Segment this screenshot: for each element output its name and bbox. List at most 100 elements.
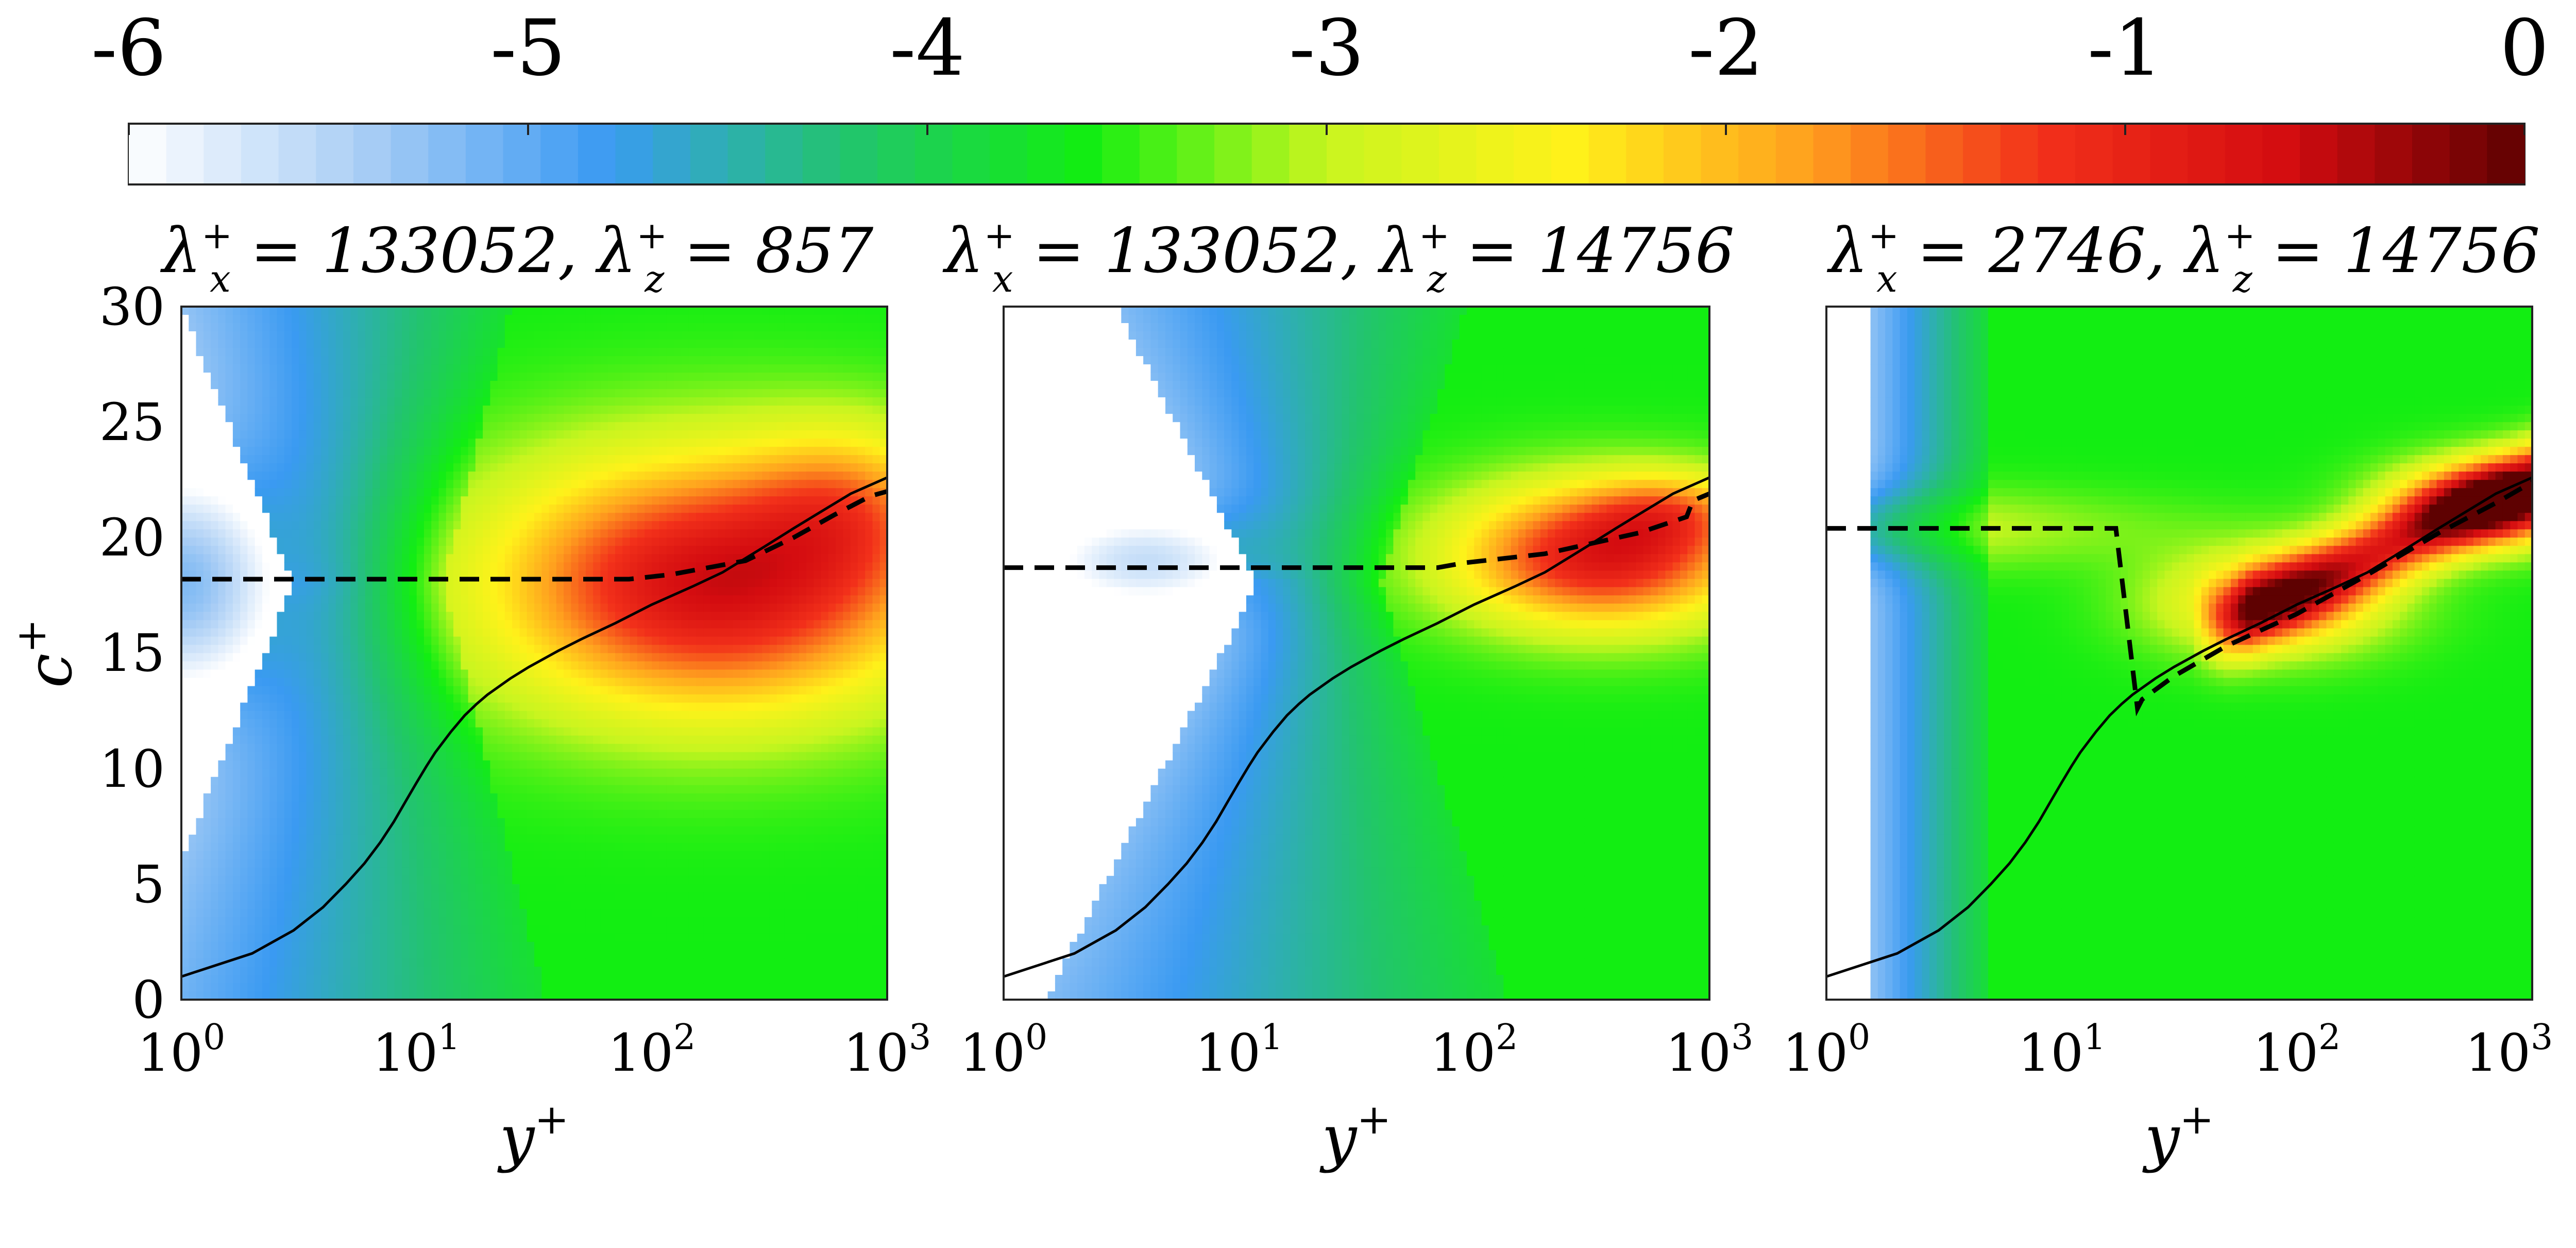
heatmap-cell [380, 892, 388, 901]
heatmap-cell [262, 760, 270, 769]
heatmap-cell [211, 554, 219, 563]
heatmap-cell [534, 719, 543, 728]
heatmap-cell [247, 406, 256, 414]
heatmap-cell [262, 925, 270, 934]
heatmap-cell [335, 389, 344, 398]
heatmap-cell [211, 925, 219, 934]
heatmap-cell [350, 975, 359, 984]
heatmap-cell [504, 851, 513, 860]
heatmap-cell [211, 826, 219, 835]
heatmap-cell [490, 406, 498, 414]
heatmap-cell [328, 933, 336, 942]
heatmap-cell [321, 884, 329, 893]
heatmap-cell [321, 430, 329, 439]
heatmap-cell [211, 727, 219, 736]
heatmap-cell [490, 612, 498, 621]
heatmap-cell [196, 694, 204, 703]
heatmap-cell [453, 694, 462, 703]
heatmap-cell [313, 727, 321, 736]
heatmap-cell [534, 900, 543, 909]
heatmap-cell [423, 826, 432, 835]
heatmap-cell [292, 348, 300, 357]
heatmap-cell [313, 307, 321, 315]
heatmap-cell [372, 389, 381, 398]
heatmap-cell [504, 744, 513, 753]
heatmap-cell [387, 842, 395, 852]
heatmap-cell [490, 851, 498, 860]
heatmap-cell [343, 834, 351, 844]
heatmap-cell [299, 735, 307, 745]
heatmap-cell [358, 793, 366, 802]
heatmap-cell [269, 900, 278, 909]
heatmap-cell [446, 711, 454, 720]
heatmap-cell [262, 900, 270, 909]
heatmap-cell [218, 917, 226, 926]
heatmap-cell [181, 620, 190, 629]
heatmap-cell [394, 504, 402, 514]
heatmap-cell [218, 752, 226, 761]
heatmap-cell [343, 694, 351, 703]
heatmap-cell [181, 653, 190, 662]
heatmap-cell [527, 884, 535, 893]
heatmap-cell [468, 867, 476, 876]
heatmap-cell [350, 925, 359, 934]
heatmap-cell [232, 364, 241, 373]
heatmap-cell [394, 430, 402, 439]
heatmap-cell [571, 975, 579, 984]
heatmap-cell [519, 463, 528, 472]
heatmap-cell [607, 579, 616, 588]
heatmap-cell [541, 546, 550, 555]
heatmap-cell [211, 967, 219, 975]
heatmap-cell [504, 719, 513, 728]
heatmap-cell [313, 859, 321, 868]
heatmap-cell [461, 620, 469, 629]
heatmap-cell [277, 546, 285, 555]
heatmap-cell [504, 439, 513, 447]
heatmap-cell [504, 323, 513, 332]
heatmap-cell [313, 801, 321, 811]
heatmap-cell [269, 323, 278, 332]
heatmap-cell [196, 793, 204, 802]
heatmap-cell [607, 406, 616, 414]
heatmap-cell [541, 373, 550, 381]
heatmap-cell [284, 447, 292, 456]
heatmap-cell [402, 414, 410, 423]
heatmap-cell [225, 455, 233, 464]
heatmap-cell [556, 653, 564, 662]
heatmap-cell [394, 941, 402, 951]
heatmap-cell [262, 422, 270, 431]
heatmap-cell [475, 422, 483, 431]
heatmap-cell [402, 562, 410, 571]
heatmap-cell [387, 669, 395, 679]
heatmap-cell [394, 933, 402, 942]
heatmap-cell [394, 925, 402, 934]
heatmap-cell [350, 430, 359, 439]
heatmap-cell [571, 983, 579, 992]
heatmap-cell [203, 727, 211, 736]
heatmap-cell [277, 818, 285, 827]
heatmap-cell [365, 307, 373, 315]
heatmap-cell [225, 356, 233, 365]
heatmap-cell [483, 356, 491, 365]
heatmap-cell [335, 826, 344, 835]
heatmap-cell [211, 447, 219, 456]
heatmap-cell [519, 323, 528, 332]
heatmap-cell [438, 785, 447, 794]
heatmap-cell [277, 991, 285, 1000]
heatmap-cell [380, 595, 388, 604]
heatmap-cell [416, 752, 425, 761]
heatmap-cell [262, 364, 270, 373]
heatmap-cell [578, 488, 586, 497]
colorbar-segment [391, 125, 429, 183]
heatmap-cell [423, 941, 432, 951]
heatmap-cell [328, 727, 336, 736]
heatmap-cell [387, 702, 395, 712]
heatmap-cell [416, 925, 425, 934]
heatmap-cell [380, 529, 388, 538]
heatmap-cell [203, 694, 211, 703]
heatmap-cell [343, 373, 351, 381]
heatmap-cell [284, 628, 292, 637]
heatmap-cell [240, 455, 248, 464]
heatmap-cell [262, 653, 270, 662]
heatmap-cell [284, 842, 292, 852]
